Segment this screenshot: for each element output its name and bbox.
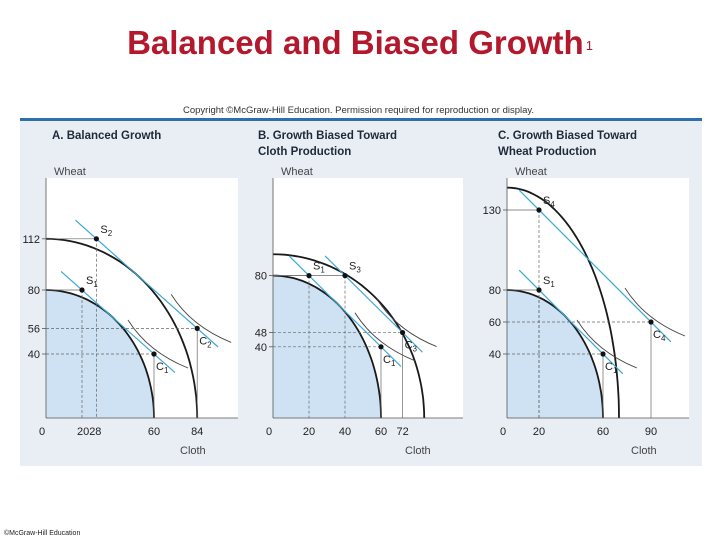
y-tick-label: 112	[22, 234, 40, 246]
x-tick-label: 60	[375, 426, 387, 438]
ppf-curve-outer	[272, 253, 426, 419]
x-tick-label: 60	[148, 426, 160, 438]
indifference-curve	[127, 319, 189, 369]
panel-a: A. Balanced GrowthWheatClothS1S2C1C21128…	[22, 130, 238, 457]
panel-title: C. Growth Biased Toward	[498, 130, 637, 142]
point-C1	[600, 351, 606, 357]
point-C4	[648, 319, 654, 325]
ppf-curve-inner	[272, 274, 382, 419]
slide-number: 1	[585, 38, 593, 53]
copyright-notice: Copyright ©McGraw-Hill Education. Permis…	[183, 105, 535, 116]
y-tick-label: 48	[255, 328, 267, 340]
y-tick-label: 80	[255, 271, 267, 283]
x-tick-label: 40	[339, 426, 351, 438]
point-C2	[194, 325, 200, 331]
point-S1	[306, 273, 312, 279]
x-tick-label: 84	[191, 426, 203, 438]
y-tick-label: 80	[489, 285, 501, 297]
indifference-curve	[624, 287, 686, 337]
y-axis-label: Wheat	[281, 166, 313, 178]
indifference-curve	[576, 319, 638, 369]
indifference-curve	[170, 294, 232, 343]
x-tick-label: 2028	[77, 426, 101, 438]
panel-title: A. Balanced Growth	[52, 130, 161, 142]
x-tick-label: 90	[645, 426, 657, 438]
point-S1	[536, 287, 542, 293]
x-tick-label: 0	[39, 426, 45, 438]
y-tick-label: 56	[28, 323, 40, 335]
ppf-fill	[273, 275, 381, 418]
point-S3	[342, 273, 348, 279]
price-line	[518, 189, 672, 343]
price-line	[324, 255, 423, 353]
panel-c: C. Growth Biased Toward Wheat Production W…	[483, 130, 689, 457]
x-axis-label: Cloth	[631, 445, 657, 457]
indifference-curve	[376, 298, 437, 347]
y-tick-label: 60	[489, 317, 501, 329]
point-S4	[536, 207, 542, 213]
point-C3	[400, 329, 406, 336]
panel-b: B. Growth Biased Toward Cloth Production W…	[255, 130, 463, 457]
ppf-curve-inner	[506, 289, 604, 419]
footer-credit: ©McGraw-Hill Education	[4, 530, 81, 537]
x-axis-label: Cloth	[405, 445, 431, 457]
ppf-curve-outer	[45, 237, 199, 419]
ppf-curve-inner	[45, 289, 155, 419]
y-tick-label: 130	[483, 205, 501, 217]
price-line	[518, 269, 624, 375]
point-S1	[79, 287, 85, 293]
ppf-curve-outer	[506, 186, 620, 419]
point-C1	[151, 351, 157, 357]
x-axis-label: Cloth	[180, 445, 206, 457]
ppf-fill	[46, 290, 154, 418]
y-tick-label: 40	[28, 349, 40, 361]
indifference-curve	[354, 312, 416, 362]
slide-title-text: Balanced and Biased Growth	[127, 24, 584, 61]
y-axis-label: Wheat	[54, 166, 86, 178]
y-tick-label: 40	[489, 349, 501, 361]
point-S2	[93, 236, 99, 242]
x-tick-label: 72	[396, 426, 408, 438]
x-tick-label: 60	[597, 426, 609, 438]
slide-title: Balanced and Biased Growth 1	[0, 24, 720, 62]
y-axis-label: Wheat	[515, 166, 547, 178]
x-tick-label: 0	[500, 426, 506, 438]
panel-title: Wheat Production	[498, 146, 596, 158]
point-C1	[378, 344, 384, 350]
panel-title: Cloth Production	[258, 146, 351, 158]
x-tick-label: 20	[303, 426, 315, 438]
y-tick-label: 80	[28, 285, 40, 297]
price-line	[60, 270, 176, 374]
price-line	[75, 219, 219, 348]
panel-title: B. Growth Biased Toward	[258, 130, 397, 142]
x-tick-label: 0	[266, 426, 272, 438]
x-tick-label: 20	[533, 426, 545, 438]
y-tick-label: 40	[255, 342, 267, 354]
